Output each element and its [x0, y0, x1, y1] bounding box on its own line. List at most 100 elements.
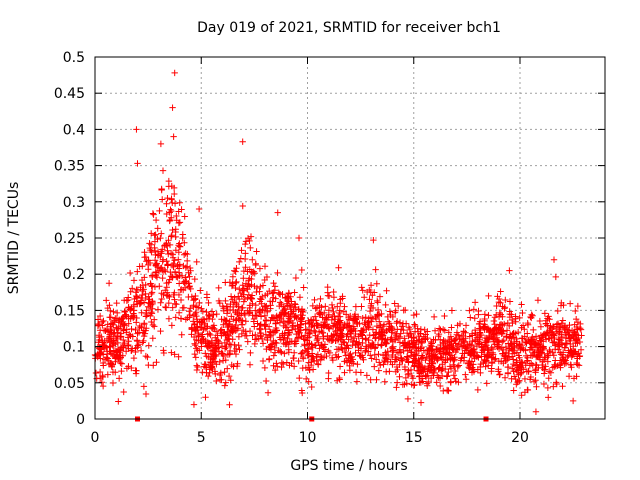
- data-point: [471, 315, 478, 322]
- data-point: [394, 302, 402, 310]
- data-point: [142, 294, 149, 302]
- data-point: [246, 307, 253, 315]
- data-point: [541, 310, 549, 317]
- data-point: [491, 321, 498, 328]
- data-point: [164, 194, 171, 202]
- data-point: [552, 273, 560, 281]
- data-point: [251, 323, 258, 330]
- data-point: [172, 247, 180, 254]
- data-point: [518, 392, 525, 399]
- data-point: [325, 347, 332, 355]
- data-point: [358, 284, 365, 291]
- data-point: [464, 341, 471, 348]
- data-point: [292, 301, 299, 308]
- data-point: [231, 294, 238, 302]
- data-point: [308, 350, 316, 357]
- data-point: [516, 340, 523, 348]
- data-point: [133, 294, 141, 302]
- data-point: [262, 331, 270, 338]
- data-point: [378, 342, 385, 349]
- data-point: [549, 339, 556, 346]
- data-point: [331, 312, 338, 320]
- data-point: [552, 379, 560, 386]
- data-point: [183, 263, 191, 270]
- data-point: [365, 324, 372, 331]
- data-point: [106, 333, 113, 341]
- data-point: [112, 333, 120, 341]
- data-point: [532, 341, 540, 349]
- data-point: [500, 352, 508, 360]
- data-point: [501, 374, 509, 381]
- data-point: [462, 375, 470, 383]
- data-point: [224, 365, 231, 372]
- data-point: [445, 368, 452, 376]
- data-point: [502, 296, 509, 304]
- data-point: [417, 364, 424, 372]
- data-point: [391, 336, 399, 344]
- data-point: [413, 310, 420, 318]
- data-point: [534, 297, 542, 304]
- data-point: [236, 258, 243, 266]
- data-point: [253, 248, 260, 255]
- data-point: [558, 339, 566, 347]
- data-point: [232, 308, 239, 316]
- data-point: [468, 347, 476, 355]
- data-point: [515, 367, 522, 374]
- data-point: [497, 299, 504, 307]
- data-point: [98, 341, 106, 349]
- data-point: [261, 312, 269, 319]
- data-point: [115, 355, 122, 362]
- data-point: [191, 275, 198, 283]
- data-point: [414, 325, 421, 332]
- data-point: [146, 240, 153, 247]
- data-point: [223, 303, 230, 310]
- data-point: [204, 372, 212, 380]
- data-point: [295, 357, 302, 365]
- data-point: [424, 363, 432, 370]
- data-point: [285, 331, 292, 339]
- data-point: [137, 299, 145, 306]
- data-point: [99, 373, 107, 381]
- data-point: [300, 355, 307, 362]
- data-point: [559, 383, 566, 390]
- data-point: [292, 274, 300, 282]
- data-point: [171, 69, 178, 77]
- data-point: [394, 366, 401, 374]
- data-point: [198, 339, 205, 346]
- data-point: [325, 311, 333, 318]
- data-point: [359, 287, 366, 294]
- data-point: [165, 315, 173, 322]
- data-point: [455, 362, 463, 369]
- data-point: [444, 372, 451, 380]
- data-point: [410, 358, 417, 365]
- data-point: [386, 320, 393, 327]
- data-point: [103, 337, 111, 344]
- data-point: [240, 298, 248, 305]
- data-point: [500, 346, 507, 354]
- data-point: [384, 336, 391, 344]
- data-point: [252, 260, 259, 267]
- data-point: [198, 305, 205, 312]
- y-tick-label: 0.1: [63, 340, 85, 356]
- data-point: [166, 293, 173, 301]
- data-point: [468, 330, 476, 337]
- data-point: [220, 307, 227, 315]
- data-point: [416, 370, 424, 377]
- data-point: [569, 397, 577, 405]
- data-point: [171, 269, 179, 276]
- data-point: [418, 336, 426, 344]
- data-point: [328, 334, 335, 342]
- data-point: [252, 312, 259, 320]
- data-point: [497, 328, 505, 336]
- data-point: [376, 359, 383, 366]
- data-point: [274, 209, 281, 216]
- data-point: [248, 292, 256, 299]
- data-point: [357, 352, 364, 359]
- data-point: [273, 360, 280, 367]
- data-point: [154, 248, 162, 256]
- data-point: [157, 140, 165, 148]
- data-point: [524, 386, 531, 393]
- data-point: [496, 324, 504, 332]
- data-point: [568, 332, 576, 340]
- data-point: [158, 295, 165, 303]
